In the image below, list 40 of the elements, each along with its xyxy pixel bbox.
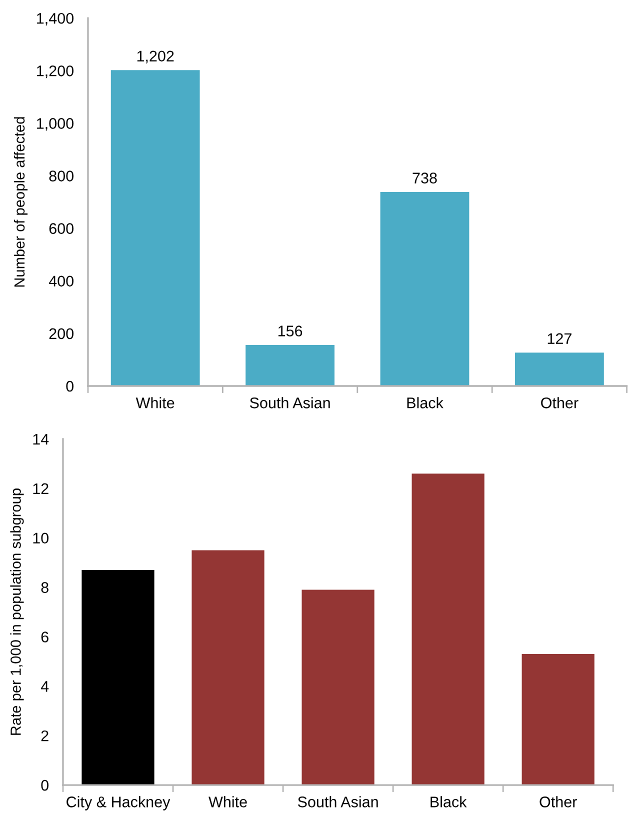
data-label: 127 bbox=[548, 333, 572, 344]
y-tick-label: 1,200 bbox=[37, 66, 74, 78]
y-tick-label: 10 bbox=[33, 532, 49, 544]
y-tick-label: 1,400 bbox=[37, 12, 74, 26]
bar bbox=[110, 70, 200, 386]
x-tick-label: Black bbox=[430, 796, 467, 808]
y-tick-label: 4 bbox=[40, 681, 49, 692]
x-tick-label: White bbox=[208, 796, 247, 808]
y-tick-label: 600 bbox=[49, 223, 74, 234]
y-tick-label: 1,000 bbox=[37, 118, 74, 131]
y-tick-label: 12 bbox=[33, 483, 48, 494]
y-tick-label: 8 bbox=[41, 582, 48, 593]
data-label: 738 bbox=[412, 172, 437, 184]
x-tick-label: Other bbox=[541, 397, 578, 408]
bar bbox=[192, 550, 264, 786]
bar bbox=[522, 654, 594, 786]
y-axis-title: Number of people affected bbox=[14, 117, 28, 287]
data-label: 1,202 bbox=[137, 50, 174, 64]
bar bbox=[246, 345, 334, 386]
x-tick-label: Other bbox=[540, 796, 577, 808]
x-tick-label: White bbox=[136, 397, 174, 408]
bar bbox=[82, 570, 154, 786]
bar bbox=[515, 352, 604, 386]
x-tick-label: South Asian bbox=[250, 397, 330, 408]
y-tick-label: 200 bbox=[49, 328, 74, 340]
y-axis-title: Rate per 1,000 in population subgroup bbox=[10, 488, 24, 735]
y-tick-label: 400 bbox=[48, 276, 74, 287]
y-tick-label: 0 bbox=[41, 780, 49, 791]
y-tick-label: 800 bbox=[49, 170, 74, 182]
y-tick-label: 6 bbox=[41, 632, 48, 642]
x-tick-label: Black bbox=[407, 397, 444, 408]
data-label: 156 bbox=[278, 326, 302, 336]
y-tick-label: 0 bbox=[66, 380, 74, 392]
bar bbox=[412, 474, 484, 786]
bar bbox=[302, 590, 374, 786]
y-tick-label: 14 bbox=[33, 434, 49, 445]
y-tick-label: 2 bbox=[41, 730, 48, 742]
bar bbox=[380, 192, 470, 386]
x-tick-label: City & Hackney bbox=[66, 796, 170, 810]
x-tick-label: South Asian bbox=[298, 796, 378, 808]
